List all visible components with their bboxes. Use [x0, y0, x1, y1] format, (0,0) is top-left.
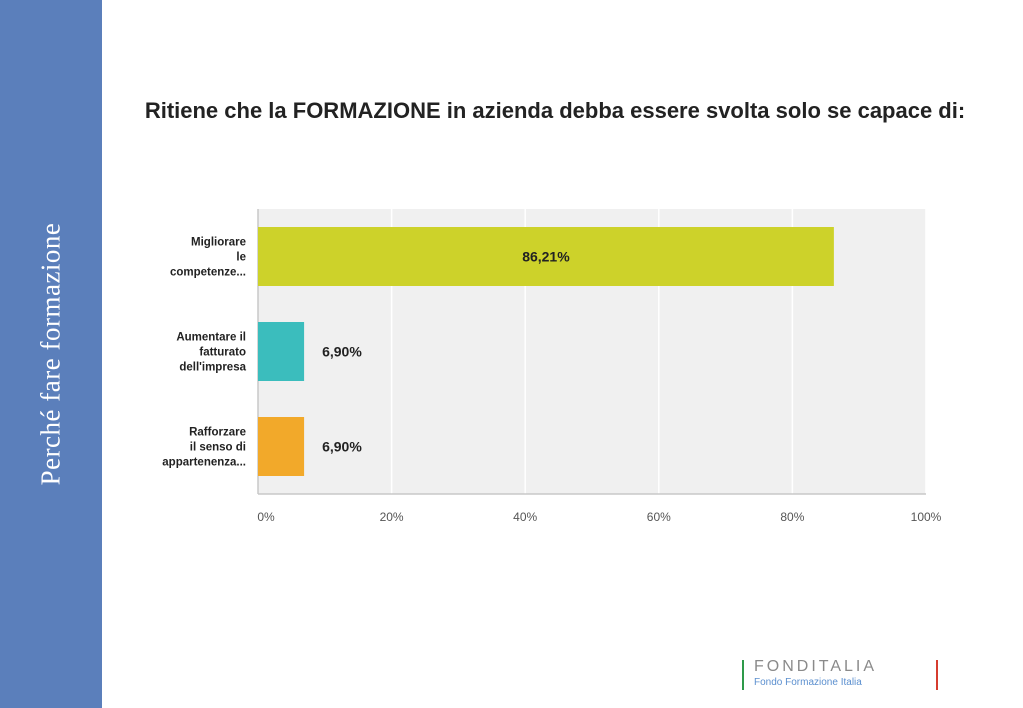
category-label: Aumentare il — [176, 332, 246, 344]
logo-tagline: Fondo Formazione Italia — [754, 677, 862, 688]
category-label: dell'impresa — [179, 362, 246, 374]
category-label: Rafforzare — [189, 427, 246, 439]
x-tick-label: 100% — [911, 510, 942, 524]
logo-red-bar — [936, 660, 938, 690]
x-tick-label: 0% — [257, 510, 275, 524]
bar — [258, 322, 305, 381]
sidebar: Perché fare formazione — [0, 0, 102, 708]
x-tick-label: 40% — [513, 510, 537, 524]
category-label: competenze... — [170, 267, 246, 279]
logo-green-bar — [742, 660, 744, 690]
category-label: fatturato — [199, 347, 246, 359]
category-label: appartenenza... — [162, 457, 246, 469]
category-label: le — [236, 252, 246, 264]
x-tick-label: 60% — [647, 510, 671, 524]
x-tick-label: 20% — [380, 510, 404, 524]
chart-title: Ritiene che la FORMAZIONE in azienda deb… — [144, 98, 966, 123]
x-tick-label: 80% — [780, 510, 804, 524]
bar — [258, 227, 834, 286]
data-label: 6,90% — [322, 344, 362, 360]
category-label: Migliorare — [191, 237, 246, 249]
data-label: 86,21% — [522, 249, 570, 265]
logo-name: FONDITALIA — [754, 658, 878, 675]
category-label: il senso di — [190, 442, 246, 454]
fonditalia-logo: FONDITALIA Fondo Formazione Italia — [742, 658, 942, 692]
bar — [258, 417, 305, 476]
data-label: 6,90% — [322, 439, 362, 455]
